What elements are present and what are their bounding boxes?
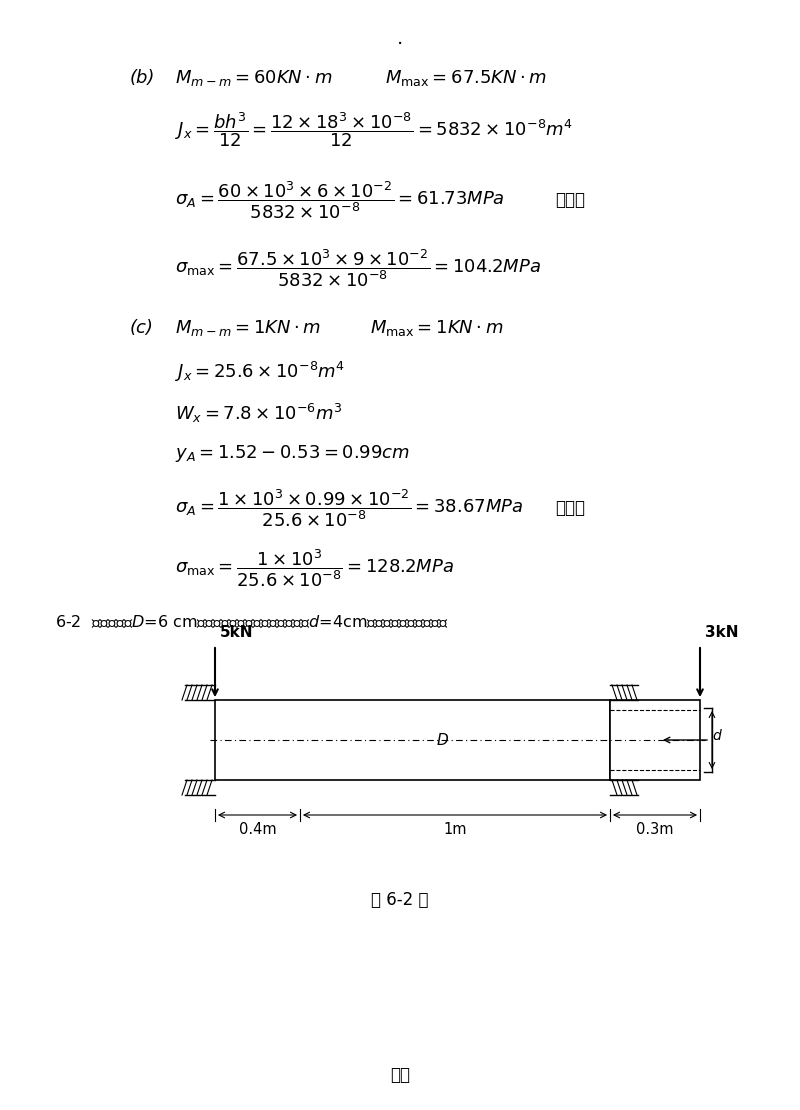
Text: $M_{\max} = 67.5KN \cdot m$: $M_{\max} = 67.5KN \cdot m$: [385, 68, 547, 88]
Text: 1m: 1m: [443, 823, 466, 838]
Text: $D$: $D$: [436, 731, 449, 748]
Text: $W_x = 7.8 \times 10^{-6} m^3$: $W_x = 7.8 \times 10^{-6} m^3$: [175, 402, 342, 424]
Text: $M_{\max} = 1KN \cdot m$: $M_{\max} = 1KN \cdot m$: [370, 317, 503, 339]
Text: 精品: 精品: [390, 1066, 410, 1084]
Text: $M_{m-m} = 1KN \cdot m$: $M_{m-m} = 1KN \cdot m$: [175, 317, 321, 339]
Text: $\sigma_A = \dfrac{60 \times 10^3 \times 6 \times 10^{-2}}{5832 \times 10^{-8}} : $\sigma_A = \dfrac{60 \times 10^3 \times…: [175, 179, 505, 221]
Text: $\sigma_A = \dfrac{1 \times 10^3 \times 0.99 \times 10^{-2}}{25.6 \times 10^{-8}: $\sigma_A = \dfrac{1 \times 10^3 \times …: [175, 487, 523, 529]
Text: $\sigma_{\max} = \dfrac{67.5 \times 10^3 \times 9 \times 10^{-2}}{5832 \times 10: $\sigma_{\max} = \dfrac{67.5 \times 10^3…: [175, 248, 541, 289]
Text: 0.4m: 0.4m: [238, 823, 276, 838]
Text: （压）: （压）: [555, 500, 585, 517]
Text: $M_{m-m} = 60KN \cdot m$: $M_{m-m} = 60KN \cdot m$: [175, 68, 332, 88]
Text: $J_x = 25.6 \times 10^{-8} m^4$: $J_x = 25.6 \times 10^{-8} m^4$: [175, 360, 346, 384]
Text: 题 6-2 图: 题 6-2 图: [371, 891, 429, 909]
Text: $\sigma_{\max} = \dfrac{1 \times 10^3}{25.6 \times 10^{-8}} = 128.2MPa$: $\sigma_{\max} = \dfrac{1 \times 10^3}{2…: [175, 547, 454, 589]
Text: $J_x = \dfrac{bh^3}{12} = \dfrac{12 \times 18^3 \times 10^{-8}}{12} = 5832 \time: $J_x = \dfrac{bh^3}{12} = \dfrac{12 \tim…: [175, 111, 574, 150]
Text: 0.3m: 0.3m: [636, 823, 674, 838]
Text: .: .: [397, 29, 403, 48]
Bar: [610, 700, 700, 780]
Text: (c): (c): [130, 319, 154, 337]
Text: $y_A = 1.52 - 0.53 = 0.99 cm$: $y_A = 1.52 - 0.53 = 0.99 cm$: [175, 443, 410, 464]
Text: 3kN: 3kN: [705, 625, 738, 640]
Text: (b): (b): [130, 69, 155, 87]
Text: $d$: $d$: [712, 727, 723, 743]
Bar: [215, 700, 610, 780]
Text: （压）: （压）: [555, 191, 585, 209]
Text: 6-2  图示为直径$D$=6 cm的圆轴，其外伸段为空心，内径$d$=4cm，求轴内最大正应力。: 6-2 图示为直径$D$=6 cm的圆轴，其外伸段为空心，内径$d$=4cm，求…: [55, 614, 449, 630]
Text: 5kN: 5kN: [220, 625, 254, 640]
